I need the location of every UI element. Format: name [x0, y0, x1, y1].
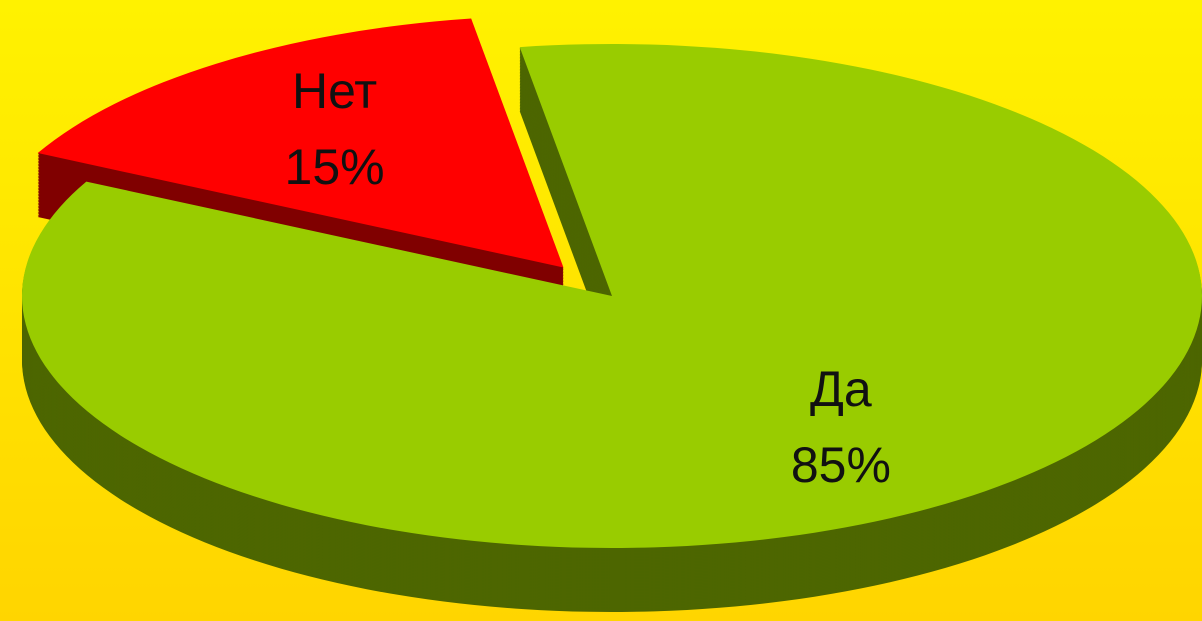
slice-value-label: 15%	[285, 139, 385, 195]
slice	[22, 44, 1202, 548]
slice-category-label: Нет	[292, 63, 377, 119]
slice	[37, 18, 564, 268]
slice-value-label: 85%	[791, 437, 891, 493]
pie-tops	[22, 18, 1202, 548]
slice-category-label: Да	[810, 361, 872, 417]
pie-labels: Нет 15% Да 85%	[285, 63, 891, 493]
